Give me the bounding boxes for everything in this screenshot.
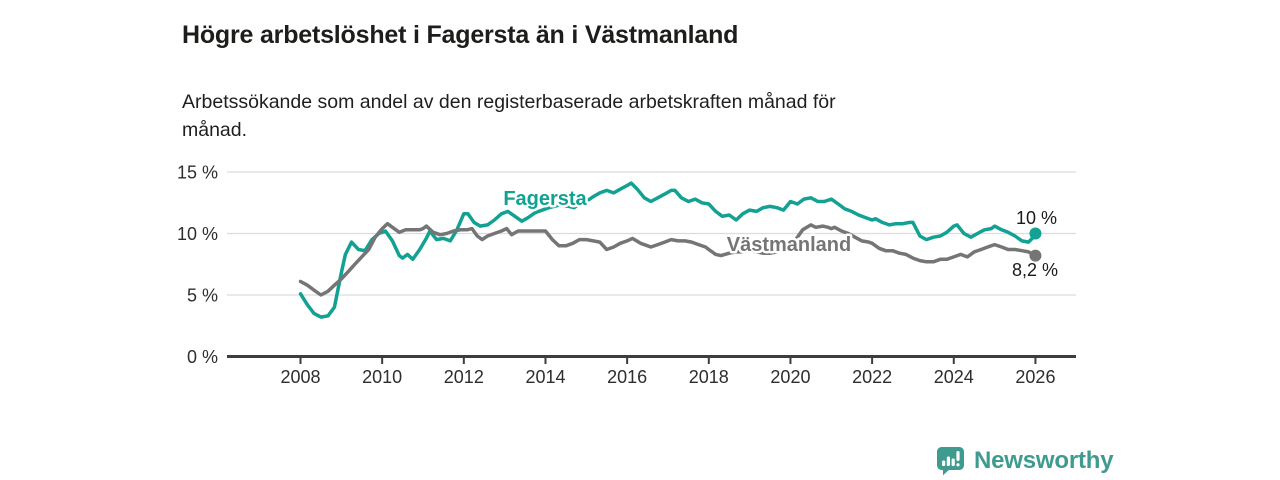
x-tick-label: 2016 <box>607 367 647 387</box>
y-tick-label: 0 % <box>187 347 218 367</box>
newsworthy-logo: Newsworthy <box>936 446 1114 476</box>
series-line-fagersta <box>298 181 1038 319</box>
end-value-label-fagersta: 10 % <box>1016 208 1057 228</box>
end-value-label-västmanland: 8,2 % <box>1012 260 1058 280</box>
chart-title: Högre arbetslöshet i Fagersta än i Västm… <box>182 20 739 49</box>
x-tick-label: 2026 <box>1015 367 1055 387</box>
x-tick-label: 2022 <box>852 367 892 387</box>
x-tick-label: 2014 <box>525 367 565 387</box>
x-tick-label: 2018 <box>689 367 729 387</box>
x-tick-label: 2024 <box>934 367 974 387</box>
series-end-dot-fagersta <box>1029 227 1042 240</box>
subtitle-line-2: månad. <box>182 118 248 141</box>
x-tick-label: 2008 <box>280 367 320 387</box>
y-tick-label: 10 % <box>177 224 218 244</box>
series-end-dot-västmanland <box>1029 249 1042 262</box>
chart-subtitle: Arbetssökande som andel av den registerb… <box>182 88 836 144</box>
x-tick-label: 2012 <box>444 367 484 387</box>
brand-name: Newsworthy <box>974 447 1114 474</box>
series-label-fagersta: Fagersta <box>503 188 587 210</box>
bar-chart-speech-bubble-icon <box>937 447 964 476</box>
subtitle-line-1: Arbetssökande som andel av den registerb… <box>182 90 836 113</box>
series-label-västmanland: Västmanland <box>727 234 851 256</box>
series-line-västmanland <box>298 221 1038 297</box>
x-tick-label: 2020 <box>770 367 810 387</box>
y-tick-label: 15 % <box>177 163 218 183</box>
y-tick-label: 5 % <box>187 286 218 306</box>
x-tick-label: 2010 <box>362 367 402 387</box>
